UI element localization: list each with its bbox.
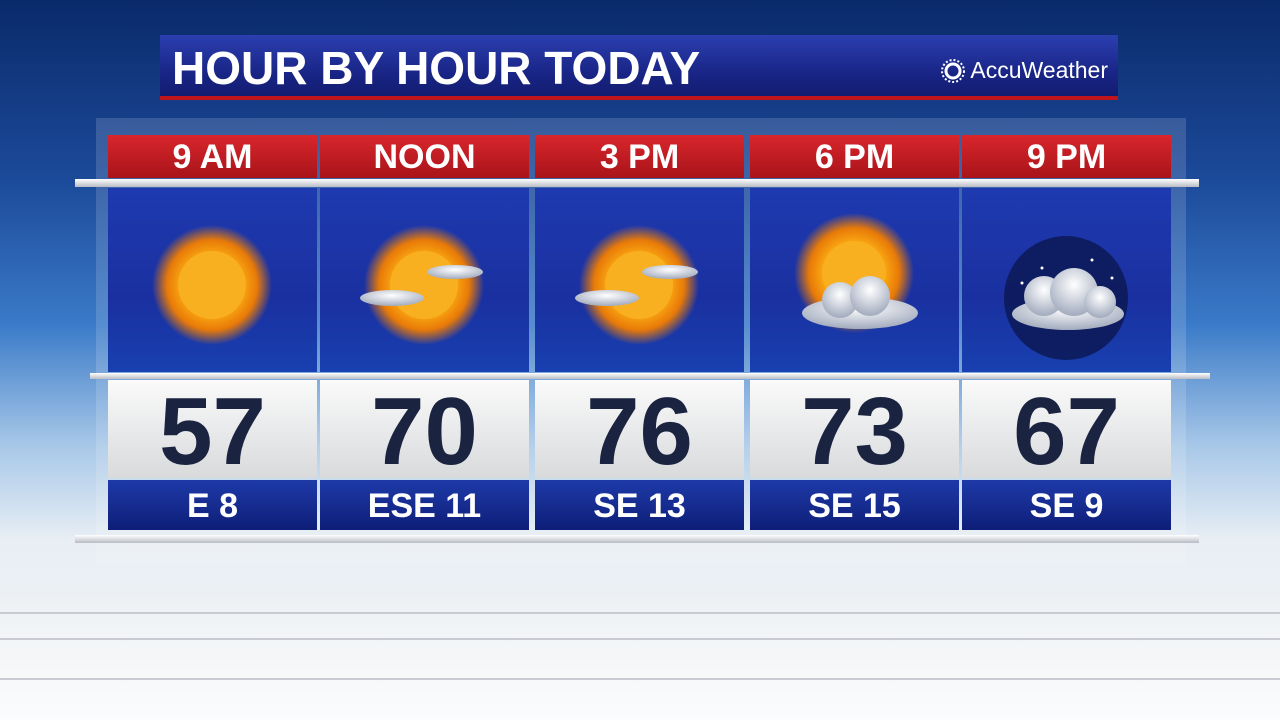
time-label: 9 PM <box>962 135 1171 178</box>
shelf-divider <box>75 179 1199 187</box>
sunny-icon <box>108 188 317 372</box>
mostly-cloudy-icon <box>750 188 959 372</box>
temperature: 70 <box>320 380 529 484</box>
cloudy-night-icon <box>962 188 1171 372</box>
time-label: 6 PM <box>750 135 959 178</box>
title-bar: HOUR BY HOUR TODAY AccuWeather <box>160 35 1118 100</box>
time-label: 9 AM <box>108 135 317 178</box>
forecast-column: NOON 70 ESE 11 <box>320 135 529 530</box>
wind: SE 15 <box>750 480 959 530</box>
forecast-column: 3 PM 76 SE 13 <box>535 135 744 530</box>
sun-logo-icon <box>941 58 966 83</box>
temperature: 73 <box>750 380 959 484</box>
accuweather-logo: AccuWeather <box>940 57 1108 84</box>
wind: SE 9 <box>962 480 1171 530</box>
forecast-column: 9 AM 57 E 8 <box>108 135 317 530</box>
page-title: HOUR BY HOUR TODAY <box>172 42 701 94</box>
studio-floor <box>0 598 1280 720</box>
temperature: 76 <box>535 380 744 484</box>
partly-sunny-icon <box>320 188 529 372</box>
temperature: 57 <box>108 380 317 484</box>
time-label: NOON <box>320 135 529 178</box>
forecast-column: 6 PM 73 SE 15 <box>750 135 959 530</box>
brand-name: AccuWeather <box>970 57 1108 83</box>
shelf-divider <box>75 535 1199 543</box>
wind: ESE 11 <box>320 480 529 530</box>
time-label: 3 PM <box>535 135 744 178</box>
partly-sunny-icon <box>535 188 744 372</box>
wind: SE 13 <box>535 480 744 530</box>
shelf-divider <box>90 373 1210 379</box>
temperature: 67 <box>962 380 1171 484</box>
wind: E 8 <box>108 480 317 530</box>
forecast-column: 9 PM 67 SE 9 <box>962 135 1171 530</box>
